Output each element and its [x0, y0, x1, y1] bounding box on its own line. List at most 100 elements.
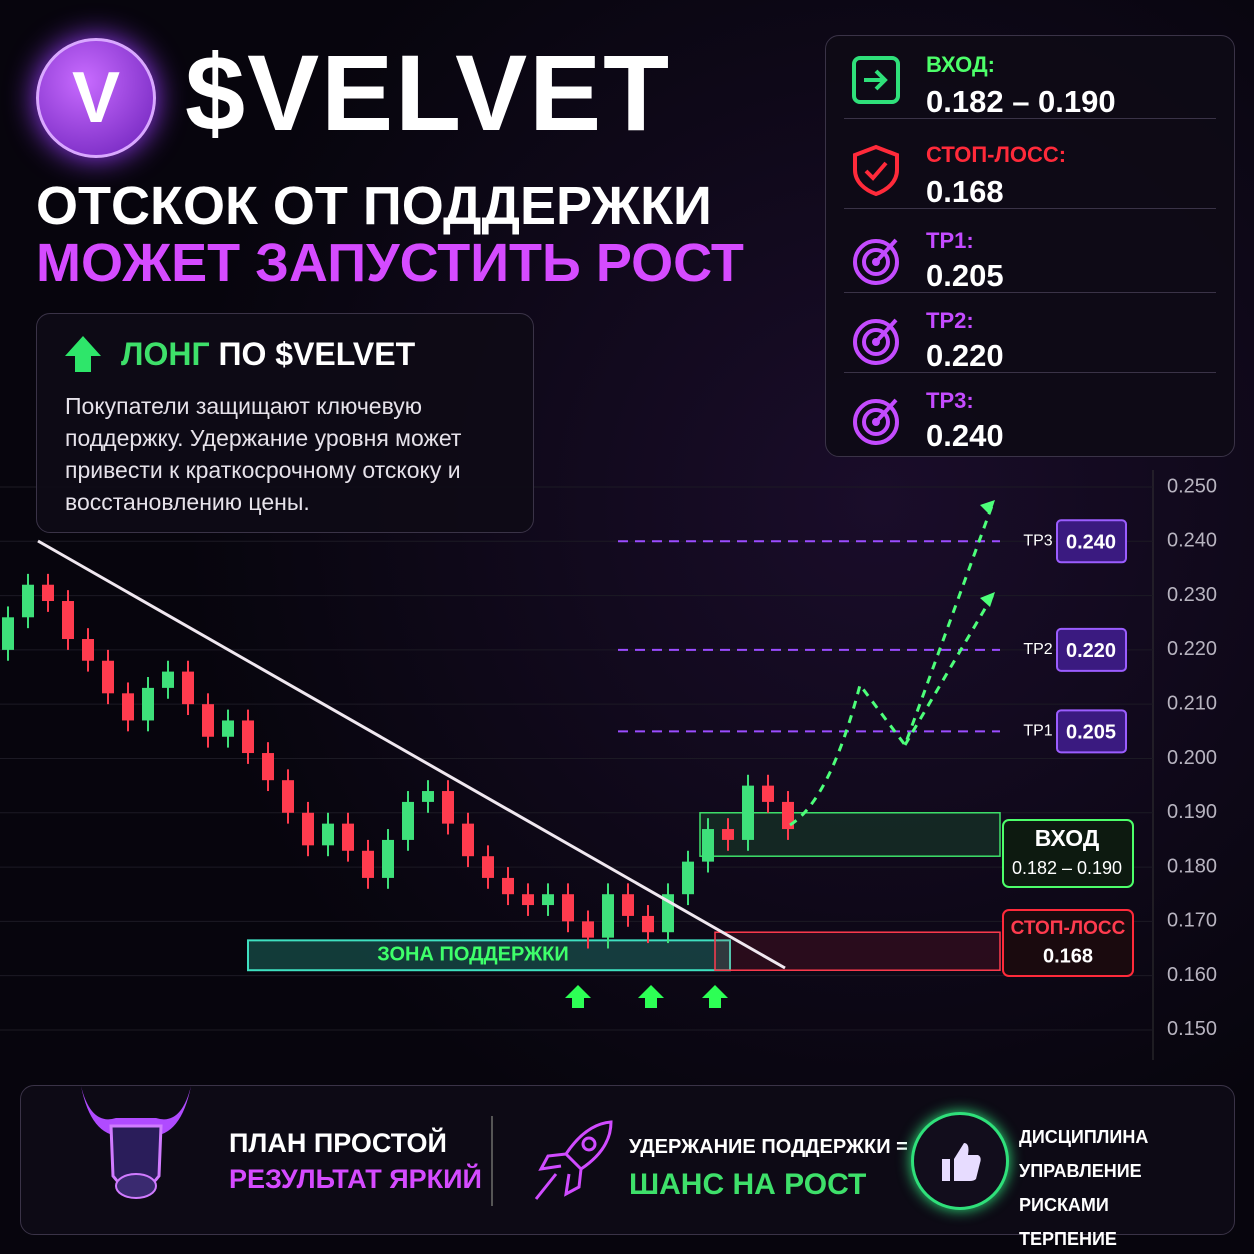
candle-body — [62, 601, 74, 640]
logo-letter: V — [71, 58, 121, 138]
target-icon — [853, 398, 899, 445]
candle-body — [522, 894, 534, 906]
candle-body — [42, 584, 54, 602]
entry-name: ВХОД — [1035, 825, 1099, 851]
level-row: СТОП-ЛОСС: 0.168 — [844, 130, 1216, 209]
candle-body — [2, 617, 14, 650]
plan-line: ПЛАН ПРОСТОЙ — [229, 1128, 447, 1158]
long-label: ЛОНГ — [121, 336, 210, 372]
candle-body — [782, 801, 794, 830]
level-value: 0.205 — [926, 258, 1004, 293]
candle-body — [282, 780, 294, 813]
target-name: TP3 — [1023, 533, 1052, 550]
y-tick-label: 0.160 — [1167, 964, 1217, 986]
candle-body — [102, 660, 114, 694]
level-value: 0.240 — [926, 418, 1004, 453]
level-label: TP1: — [926, 228, 974, 253]
candle-body — [682, 861, 694, 895]
candle-body — [542, 894, 554, 906]
hold-line: УДЕРЖАНИЕ ПОДДЕРЖКИ = — [629, 1136, 908, 1158]
stop-name: СТОП-ЛОСС — [1011, 918, 1126, 939]
candle-body — [82, 639, 94, 661]
projection — [903, 594, 995, 746]
y-tick-label: 0.250 — [1167, 475, 1217, 497]
candle-body — [642, 915, 654, 933]
candle-body — [602, 894, 614, 938]
candle-body — [382, 839, 394, 878]
long-subject: ПО $VELVET — [218, 336, 416, 372]
target-value: 0.220 — [1066, 640, 1116, 662]
headline: ОТСКОК ОТ ПОДДЕРЖКИ — [36, 176, 712, 236]
y-tick-label: 0.190 — [1167, 801, 1217, 823]
rocket-icon — [534, 1120, 613, 1200]
target-name: TP2 — [1023, 641, 1052, 658]
candle-body — [142, 687, 154, 721]
candle-body — [482, 856, 494, 878]
target-icon — [853, 238, 899, 285]
candle-body — [242, 720, 254, 754]
entry-box — [1002, 819, 1134, 888]
candle-body — [442, 791, 454, 824]
candle-body — [182, 671, 194, 705]
levels-card: ВХОД: 0.182 – 0.190 СТОП-ЛОСС: 0.168 TP1… — [825, 35, 1235, 457]
up-icon — [65, 336, 101, 372]
level-row: TP3: 0.240 — [844, 380, 1216, 453]
candle-body — [502, 877, 514, 895]
info-panel: ЛОНГ ПО $VELVET Покупатели защищают ключ… — [36, 313, 534, 533]
candle-body — [582, 921, 594, 938]
discipline-list: ДИСЦИПЛИНА УПРАВЛЕНИЕ РИСКАМИ ТЕРПЕНИЕ — [1019, 1120, 1234, 1254]
support-label: ЗОНА ПОДДЕРЖКИ — [377, 944, 569, 966]
level-row: TP2: 0.220 — [844, 300, 1216, 373]
level-value: 0.220 — [926, 338, 1004, 373]
arrowheads — [980, 500, 995, 607]
plan-line: РЕЗУЛЬТАТ ЯРКИЙ — [229, 1164, 482, 1194]
candle-body — [462, 823, 474, 857]
support-zone — [247, 939, 731, 972]
candle-body — [622, 894, 634, 916]
level-label: TP3: — [926, 388, 974, 413]
candle-body — [222, 720, 234, 737]
candle-body — [262, 753, 274, 781]
y-tick-label: 0.180 — [1167, 855, 1217, 877]
headline: МОЖЕТ ЗАПУСТИТЬ РОСТ — [36, 233, 744, 293]
list-item: ДИСЦИПЛИНА — [1019, 1127, 1149, 1147]
target-name: TP1 — [1023, 723, 1052, 740]
candle-body — [722, 829, 734, 840]
logo: V — [36, 38, 156, 158]
entry-icon — [852, 56, 900, 104]
candle-body — [202, 704, 214, 737]
y-tick-label: 0.220 — [1167, 638, 1217, 660]
y-tick-label: 0.200 — [1167, 747, 1217, 769]
candle-body — [422, 791, 434, 802]
candle-body — [762, 785, 774, 802]
level-label: ВХОД: — [926, 52, 995, 77]
candle-body — [22, 584, 34, 618]
footer: ПЛАН ПРОСТОЙ РЕЗУЛЬТАТ ЯРКИЙ УДЕРЖАНИЕ П… — [20, 1085, 1235, 1249]
candle-body — [562, 894, 574, 922]
y-tick-label: 0.150 — [1167, 1018, 1217, 1040]
level-value: 0.182 – 0.190 — [926, 84, 1116, 119]
y-tick-label: 0.210 — [1167, 692, 1217, 714]
stop-box — [1002, 909, 1134, 977]
target-value: 0.240 — [1066, 532, 1116, 554]
list-item: УПРАВЛЕНИЕ РИСКАМИ — [1019, 1161, 1142, 1215]
stop-icon — [853, 144, 899, 196]
stop-value: 0.168 — [1043, 945, 1093, 967]
hold-line: ШАНС НА РОСТ — [629, 1168, 867, 1201]
bull-icon — [81, 1086, 191, 1199]
candle-body — [702, 829, 714, 862]
y-tick-label: 0.240 — [1167, 530, 1217, 552]
target-box — [1056, 627, 1127, 672]
candle-body — [742, 785, 754, 840]
list-item: ТЕРПЕНИЕ — [1019, 1229, 1117, 1249]
candle-body — [322, 823, 334, 846]
candle-body — [342, 823, 354, 851]
stop-zone — [714, 931, 1001, 971]
target-icon — [853, 318, 899, 365]
y-tick-label: 0.230 — [1167, 584, 1217, 606]
candle-body — [122, 693, 134, 721]
divider — [491, 1116, 493, 1206]
level-label: TP2: — [926, 308, 974, 333]
